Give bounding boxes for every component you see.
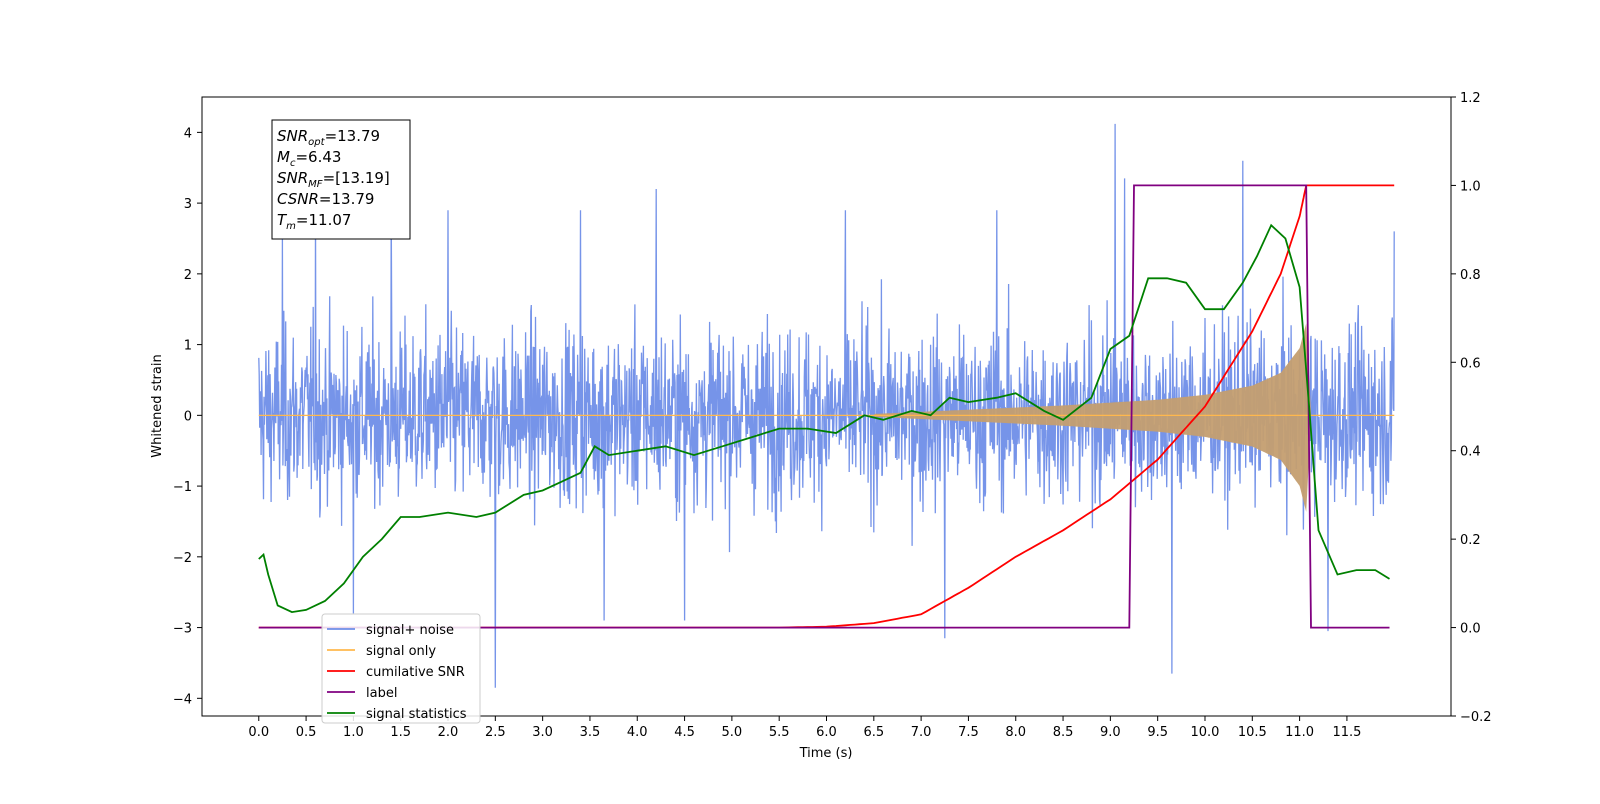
x-tick-label: 1.5 bbox=[390, 725, 411, 740]
x-tick-label: 10.5 bbox=[1238, 725, 1267, 740]
x-tick-label: 10.0 bbox=[1191, 725, 1220, 740]
y-tick-label: 3 bbox=[184, 197, 192, 212]
stats-symbol: SNR bbox=[277, 169, 308, 187]
y2-tick-label: 0.8 bbox=[1460, 268, 1481, 283]
legend-label: signal statistics bbox=[366, 707, 467, 722]
y2-tick-label: 0.6 bbox=[1460, 356, 1481, 371]
x-tick-label: 4.5 bbox=[674, 725, 695, 740]
series-label-line bbox=[258, 184, 1390, 629]
x-tick-label: 0.0 bbox=[248, 725, 269, 740]
legend-label: label bbox=[366, 686, 397, 701]
stats-value: =11.07 bbox=[296, 211, 352, 229]
legend: signal+ noise signal only cumilative SNR la… bbox=[321, 613, 481, 724]
series-signal-noise-line bbox=[258, 123, 1395, 688]
y2-tick-label: 0.4 bbox=[1460, 445, 1481, 460]
stats-symbol: CSNR bbox=[277, 190, 319, 208]
plot-area bbox=[258, 123, 1395, 688]
y-axis-label: Whitened strain bbox=[150, 354, 165, 457]
x-tick-label: 0.5 bbox=[296, 725, 317, 740]
x-axis: 0.0 0.5 1.0 1.5 2.0 2.5 3.0 3.5 4.0 4.5 5.0 5.5 6.0 6… bbox=[248, 716, 1361, 740]
x-tick-label: 8.0 bbox=[1005, 725, 1026, 740]
y-tick-label: −4 bbox=[173, 692, 192, 707]
y-tick-label: 1 bbox=[184, 339, 192, 354]
stats-value: =[13.19] bbox=[323, 169, 390, 187]
x-tick-label: 3.5 bbox=[580, 725, 601, 740]
series-signal-only-band bbox=[864, 323, 1311, 512]
x-tick-label: 11.0 bbox=[1285, 725, 1314, 740]
y-tick-label: 0 bbox=[184, 409, 192, 424]
y2-tick-label: 1.0 bbox=[1460, 179, 1481, 194]
y-tick-label: −2 bbox=[173, 551, 192, 566]
legend-label: cumilative SNR bbox=[366, 665, 465, 680]
x-tick-label: 8.5 bbox=[1053, 725, 1074, 740]
x-axis-label: Time (s) bbox=[799, 746, 853, 761]
series-cumilative-snr-line bbox=[258, 184, 1395, 629]
stats-subscript: m bbox=[286, 221, 296, 232]
x-tick-label: 2.5 bbox=[485, 725, 506, 740]
y-tick-label: −3 bbox=[173, 622, 192, 637]
x-tick-label: 11.5 bbox=[1332, 725, 1361, 740]
stats-box-frame bbox=[271, 119, 411, 240]
stats-subscript: opt bbox=[308, 137, 325, 148]
stats-value: =13.79 bbox=[319, 190, 375, 208]
stats-symbol: SNR bbox=[277, 127, 308, 145]
stats-annotation-box: SNRopt=13.79Mc=6.43SNRMF=[13.19]CSNR=13.… bbox=[271, 119, 411, 240]
x-tick-label: 6.5 bbox=[863, 725, 884, 740]
y-axis-left: 4 3 2 1 0 −1 −2 −3 −4 bbox=[173, 126, 202, 707]
x-tick-label: 4.0 bbox=[627, 725, 648, 740]
x-tick-label: 5.0 bbox=[722, 725, 743, 740]
x-tick-label: 6.0 bbox=[816, 725, 837, 740]
y2-tick-label: −0.2 bbox=[1460, 710, 1492, 725]
y-axis-right: 1.2 1.0 0.8 0.6 0.4 0.2 0.0 −0.2 bbox=[1451, 91, 1492, 725]
stats-line: Tm=11.07 bbox=[277, 211, 351, 232]
x-tick-label: 7.0 bbox=[911, 725, 932, 740]
stats-subscript: c bbox=[290, 158, 296, 169]
y-tick-label: 4 bbox=[184, 126, 192, 141]
y-tick-label: 2 bbox=[184, 268, 192, 283]
x-tick-label: 1.0 bbox=[343, 725, 364, 740]
stats-line: SNRopt=13.79 bbox=[277, 127, 380, 148]
x-tick-label: 7.5 bbox=[958, 725, 979, 740]
legend-label: signal only bbox=[366, 644, 436, 659]
y2-tick-label: 1.2 bbox=[1460, 91, 1481, 106]
stats-symbol: T bbox=[277, 211, 288, 229]
x-tick-label: 9.5 bbox=[1147, 725, 1168, 740]
x-tick-label: 2.0 bbox=[438, 725, 459, 740]
stats-subscript: MF bbox=[308, 179, 323, 190]
stats-line: SNRMF=[13.19] bbox=[277, 169, 390, 190]
legend-frame bbox=[321, 613, 481, 724]
stats-value: =6.43 bbox=[295, 148, 341, 166]
y-tick-label: −1 bbox=[173, 480, 192, 495]
x-tick-label: 5.5 bbox=[769, 725, 790, 740]
series-signal-statistics-line bbox=[258, 223, 1390, 614]
y2-tick-label: 0.2 bbox=[1460, 533, 1481, 548]
stats-value: =13.79 bbox=[325, 127, 381, 145]
x-tick-label: 3.0 bbox=[532, 725, 553, 740]
x-tick-label: 9.0 bbox=[1100, 725, 1121, 740]
legend-label: signal+ noise bbox=[366, 623, 454, 638]
y2-tick-label: 0.0 bbox=[1460, 622, 1481, 637]
stats-symbol: M bbox=[277, 148, 290, 166]
stats-line: Mc=6.43 bbox=[277, 148, 341, 169]
stats-line: CSNR=13.79 bbox=[277, 190, 374, 208]
